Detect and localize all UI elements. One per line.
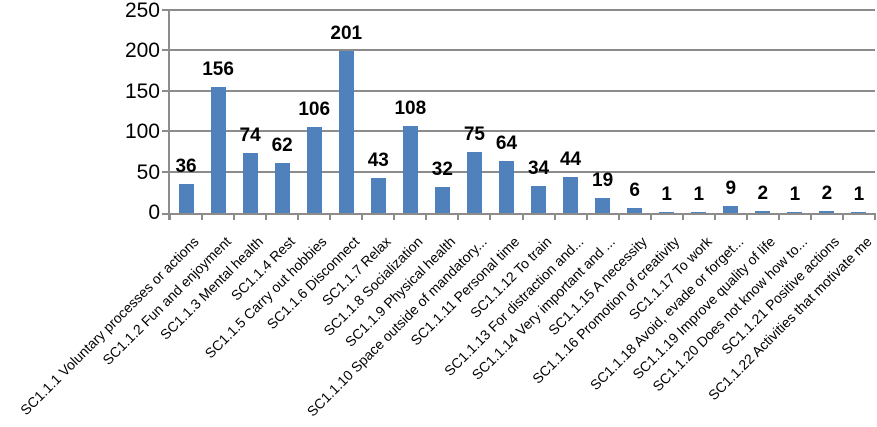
x-axis-tick xyxy=(361,213,364,220)
bar-value-label: 1 xyxy=(853,184,865,206)
bar-value-label: 64 xyxy=(495,133,518,155)
y-axis-tick xyxy=(162,130,170,133)
y-axis-tick-label: 100 xyxy=(124,120,160,144)
bar-value-label: 2 xyxy=(821,183,833,205)
bar-value-label: 19 xyxy=(592,169,614,191)
x-axis-tick xyxy=(585,213,588,220)
x-axis-tick xyxy=(425,213,428,220)
bar-value-label: 108 xyxy=(394,97,427,119)
x-axis-tick xyxy=(393,213,396,220)
y-axis-line xyxy=(168,11,170,220)
bar xyxy=(819,211,835,213)
bar xyxy=(563,177,579,213)
y-axis-tick-label: 250 xyxy=(124,0,160,22)
x-axis-tick xyxy=(169,213,171,220)
y-axis-tick-label: 50 xyxy=(136,160,160,184)
bar-value-label: 1 xyxy=(693,184,705,206)
x-axis-tick xyxy=(649,213,652,220)
bar-value-label: 6 xyxy=(629,180,640,202)
bar xyxy=(595,197,611,213)
bar xyxy=(274,162,290,213)
bar-value-label: 201 xyxy=(330,22,363,44)
plot-area: 36 156 74 62 106 201 43 108 32 75 64 34 44 19 6 1 1 9 2 1 2 1 xyxy=(162,9,876,220)
x-axis-tick xyxy=(713,213,716,220)
bar xyxy=(787,212,803,213)
x-axis-tick xyxy=(745,213,748,220)
bar xyxy=(370,178,386,213)
y-axis-tick-label: 0 xyxy=(148,201,160,224)
bar-value-label: 75 xyxy=(463,124,485,146)
bar-value-label: 9 xyxy=(725,177,737,199)
bar-value-label: 43 xyxy=(367,150,389,172)
bar xyxy=(659,212,675,213)
x-axis-tick xyxy=(521,213,524,220)
bar xyxy=(851,212,867,213)
bar-value-label: 34 xyxy=(527,157,550,179)
x-axis-tick xyxy=(297,213,300,220)
x-axis-tick xyxy=(681,213,684,220)
gridline xyxy=(170,170,875,173)
x-axis-tick xyxy=(874,213,876,220)
y-axis-tick xyxy=(162,89,170,92)
x-axis-tick xyxy=(329,213,332,220)
gridline xyxy=(170,89,875,92)
bar-value-label: 1 xyxy=(661,184,672,206)
bar xyxy=(466,152,482,213)
bar-value-label: 44 xyxy=(559,149,582,171)
y-axis-tick xyxy=(162,170,170,173)
bar-value-label: 36 xyxy=(175,155,197,177)
bar-value-label: 74 xyxy=(239,125,261,147)
bar xyxy=(531,185,547,213)
bar xyxy=(402,125,418,213)
bar xyxy=(210,86,226,213)
gridline xyxy=(170,9,875,11)
bar xyxy=(627,208,643,213)
gridline xyxy=(170,130,875,133)
bar xyxy=(434,187,450,213)
x-axis-tick xyxy=(489,213,492,220)
y-axis-tick-label: 200 xyxy=(124,39,160,63)
bar-value-label: 106 xyxy=(298,99,331,121)
bar xyxy=(691,212,707,213)
bar xyxy=(338,50,354,213)
bar-value-label: 2 xyxy=(757,183,769,205)
x-axis-tick xyxy=(809,213,812,220)
bar xyxy=(242,153,258,213)
bar xyxy=(723,205,739,213)
bar xyxy=(498,161,514,213)
y-axis-tick xyxy=(162,49,170,52)
gridline xyxy=(170,49,875,52)
x-axis-tick xyxy=(553,213,556,220)
bar-value-label: 62 xyxy=(271,134,293,156)
y-axis-tick-label: 150 xyxy=(124,79,160,103)
bar-value-label: 1 xyxy=(789,184,801,206)
x-axis-tick xyxy=(841,213,844,220)
x-axis-tick xyxy=(233,213,236,220)
x-axis-tick xyxy=(457,213,460,220)
bar-value-label: 32 xyxy=(431,159,453,181)
x-axis-tick xyxy=(777,213,780,220)
bar xyxy=(178,183,194,213)
y-axis-tick xyxy=(162,213,170,215)
x-axis-tick xyxy=(265,213,268,220)
bar-value-label: 156 xyxy=(202,58,234,80)
x-axis-tick xyxy=(201,213,204,220)
bar xyxy=(755,211,771,213)
y-axis-tick xyxy=(162,9,170,11)
x-axis-tick xyxy=(617,213,620,220)
bar xyxy=(306,127,322,213)
